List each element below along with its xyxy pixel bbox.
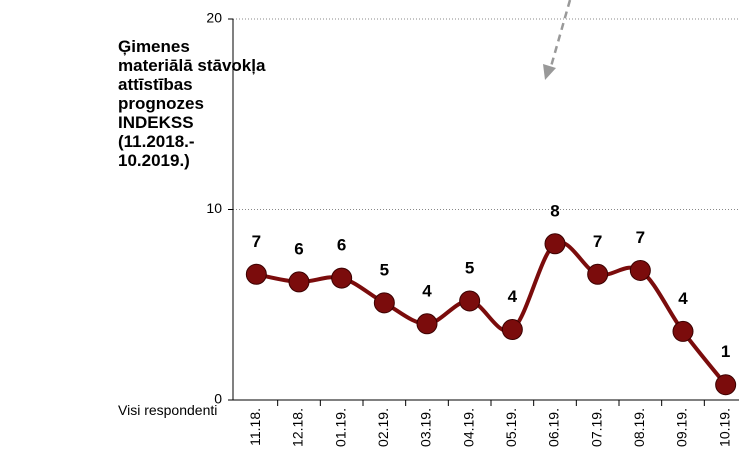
marker bbox=[544, 233, 566, 255]
x-tick-label: 04.19. bbox=[460, 408, 476, 447]
x-tick-label: 08.19. bbox=[631, 408, 647, 447]
data-label: 7 bbox=[636, 228, 645, 247]
data-label: 6 bbox=[337, 236, 346, 255]
data-label: 7 bbox=[593, 232, 602, 251]
marker bbox=[629, 259, 651, 281]
marker bbox=[459, 290, 481, 312]
footnote: Visi respondenti bbox=[118, 402, 218, 418]
data-label: 8 bbox=[550, 201, 559, 220]
line bbox=[255, 240, 728, 387]
marker bbox=[288, 271, 310, 293]
x-tick-label: 02.19. bbox=[375, 408, 391, 447]
data-label: 4 bbox=[678, 289, 688, 308]
data-label: 5 bbox=[380, 260, 389, 279]
x-tick-label: 06.19. bbox=[546, 408, 562, 447]
data-label: 4 bbox=[422, 281, 432, 300]
marker bbox=[672, 320, 694, 342]
marker bbox=[501, 319, 523, 341]
x-tick-label: 11.18. bbox=[247, 408, 263, 446]
marker bbox=[331, 267, 353, 289]
marker bbox=[373, 292, 395, 314]
chart-title: Ģimenes materiālā stāvokļa attīstības pr… bbox=[118, 37, 266, 170]
x-tick-label: 05.19. bbox=[503, 408, 519, 447]
x-tick-label: 12.18. bbox=[290, 408, 306, 447]
marker bbox=[416, 313, 438, 335]
marker bbox=[245, 263, 267, 285]
data-label: 4 bbox=[508, 287, 518, 306]
arrow-line bbox=[548, 0, 572, 71]
data-label: 5 bbox=[465, 258, 474, 277]
data-label: 6 bbox=[294, 239, 303, 258]
x-tick-label: 10.19. bbox=[716, 408, 732, 447]
x-tick-label: 01.19. bbox=[332, 408, 348, 447]
y-tick-label: 0 bbox=[214, 391, 222, 407]
marker bbox=[715, 374, 737, 396]
data-label: 1 bbox=[721, 342, 730, 361]
data-label: 7 bbox=[252, 232, 261, 251]
x-tick-label: 07.19. bbox=[588, 408, 604, 447]
marker bbox=[587, 263, 609, 285]
x-tick-label: 09.19. bbox=[674, 408, 690, 447]
x-tick-label: 03.19. bbox=[418, 408, 434, 447]
y-tick-label: 20 bbox=[206, 10, 222, 26]
y-tick-label: 10 bbox=[206, 200, 222, 216]
arrow-head bbox=[543, 64, 556, 80]
